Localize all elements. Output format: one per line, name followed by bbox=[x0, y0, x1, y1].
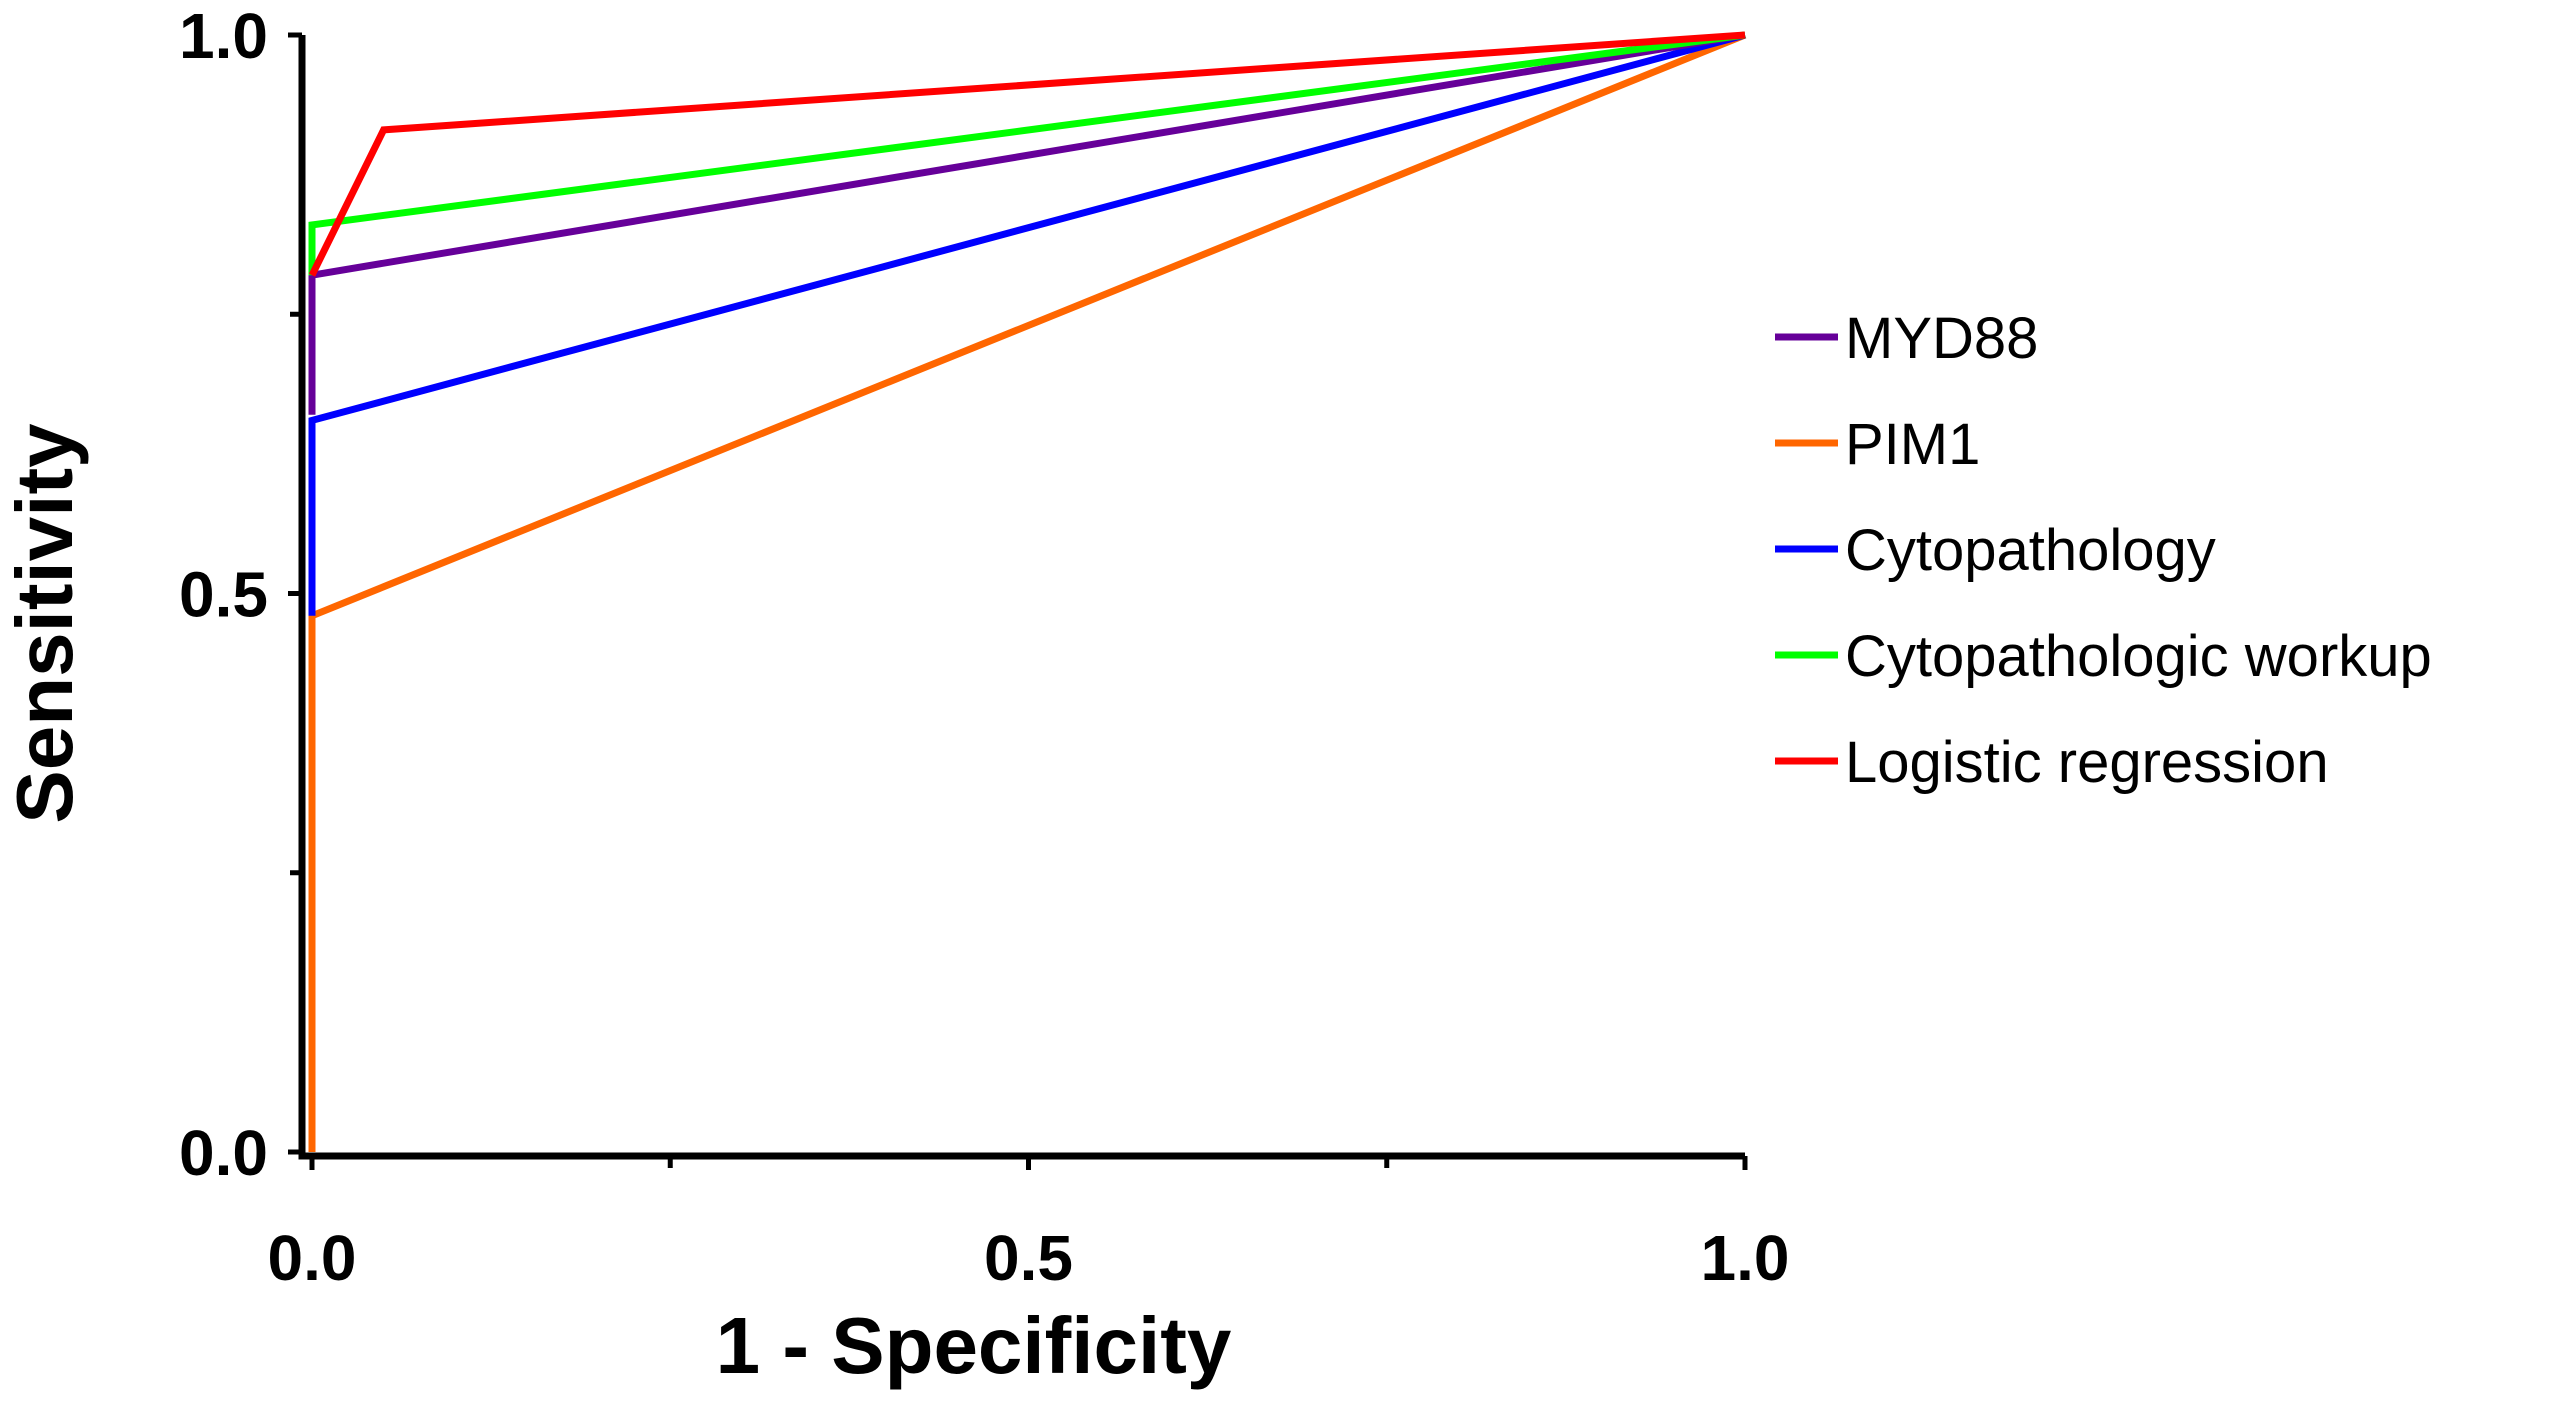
legend-label-cytopathologic_workup: Cytopathologic workup bbox=[1845, 624, 2432, 689]
series-line-logistic_regression bbox=[308, 31, 1746, 277]
x-tick-label: 0.0 bbox=[268, 1222, 357, 1294]
x-tick-label: 0.5 bbox=[984, 1222, 1073, 1294]
series-line-cytopathology bbox=[308, 31, 1746, 616]
series-layer bbox=[308, 31, 1747, 1152]
legend: MYD88 PIM1 Cytopathology Cytopathologic wor… bbox=[1775, 306, 2432, 795]
legend-label-pim1: PIM1 bbox=[1845, 412, 1980, 477]
axis-lines bbox=[298, 35, 1745, 1160]
ticks: 0.0 0.5 1.0 0.0 0.5 1.0 bbox=[179, 0, 1789, 1294]
y-axis-title: Sensitivity bbox=[0, 423, 89, 824]
y-tick-label: 0.5 bbox=[179, 559, 268, 631]
x-tick-label: 1.0 bbox=[1701, 1222, 1790, 1294]
x-axis-title: 1 - Specificity bbox=[716, 1301, 1232, 1390]
y-tick-label: 0.0 bbox=[179, 1117, 268, 1189]
series-line-pim1 bbox=[308, 31, 1747, 1152]
y-tick-label: 1.0 bbox=[179, 0, 268, 72]
series-line-cytopathologic_workup bbox=[308, 31, 1746, 276]
legend-label-myd88: MYD88 bbox=[1845, 306, 2038, 371]
legend-label-cytopathology: Cytopathology bbox=[1845, 518, 2216, 583]
axes bbox=[298, 35, 1745, 1160]
legend-label-logistic_regression: Logistic regression bbox=[1845, 730, 2329, 795]
